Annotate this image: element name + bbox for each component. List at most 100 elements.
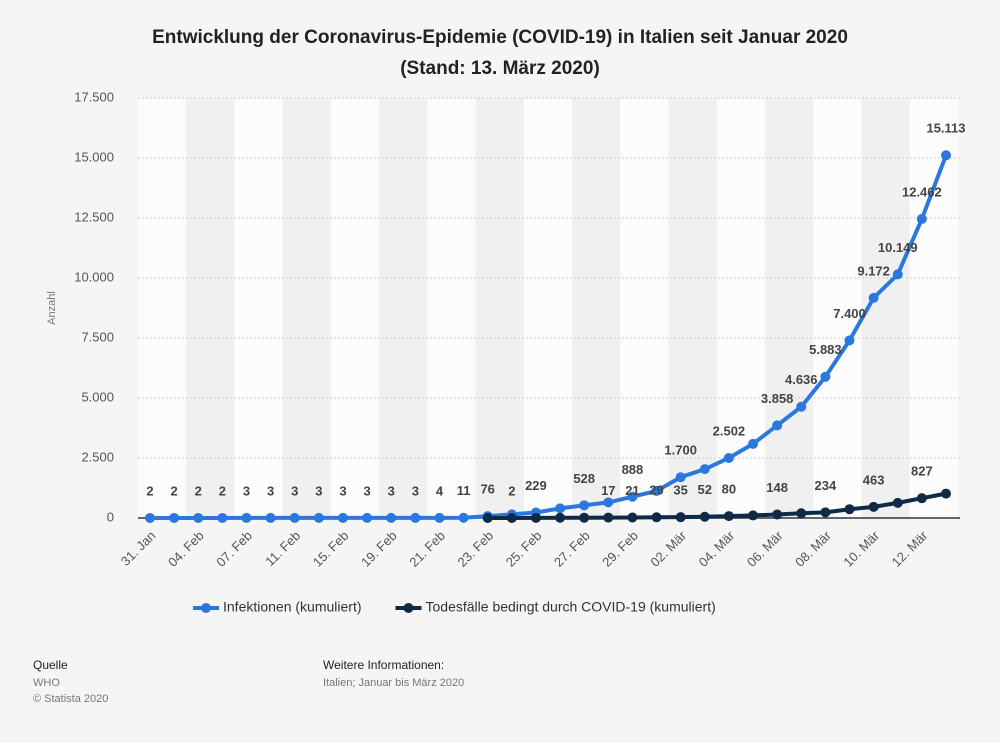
point — [772, 420, 783, 431]
point — [916, 493, 927, 504]
x-tick-label: 25. Feb — [503, 528, 545, 570]
data-label: 1.700 — [664, 443, 697, 458]
point — [362, 512, 373, 523]
data-label: 2.502 — [713, 423, 746, 438]
data-label: 4.636 — [785, 372, 818, 387]
legend-label: Infektionen (kumuliert) — [223, 599, 362, 615]
x-tick-label: 02. Mär — [647, 527, 689, 569]
point — [217, 512, 228, 523]
x-tick-label: 06. Mär — [744, 527, 786, 569]
data-label: 2 — [171, 483, 178, 498]
point — [723, 452, 734, 463]
stripe — [330, 98, 380, 518]
point — [941, 150, 951, 161]
data-label: 3 — [363, 483, 370, 498]
point — [651, 485, 662, 496]
x-tick-label: 07. Feb — [213, 528, 255, 570]
chart-subtitle: (Stand: 13. März 2020) — [400, 58, 600, 79]
stripe — [523, 98, 573, 518]
copyright: © Statista 2020 — [33, 693, 108, 705]
legend-marker — [403, 603, 414, 613]
series-line — [150, 154, 948, 520]
stripe — [813, 98, 862, 518]
x-tick-label: 04. Feb — [165, 528, 207, 570]
data-label: 21 — [625, 483, 639, 498]
data-label: 3 — [267, 483, 274, 498]
point — [579, 500, 590, 511]
data-label: 229 — [525, 478, 547, 493]
point — [892, 497, 903, 508]
data-label: 3 — [291, 483, 298, 498]
stripe — [234, 98, 283, 518]
stripe — [137, 98, 187, 518]
data-label: 80 — [722, 482, 736, 497]
plot-background — [137, 98, 959, 518]
info-label: Weitere Informationen: — [323, 658, 444, 672]
point — [603, 497, 614, 508]
y-tick-label: 5.000 — [81, 389, 114, 404]
stripe — [427, 98, 476, 518]
y-tick-label: 0 — [107, 509, 114, 524]
stripe — [620, 98, 669, 518]
point — [723, 511, 734, 522]
x-tick-label: 15. Feb — [310, 528, 352, 570]
data-label: 463 — [863, 472, 885, 487]
data-label: 10.149 — [878, 240, 918, 255]
x-tick-label: 31. Jan — [118, 528, 159, 569]
data-label: 7.400 — [833, 306, 866, 321]
point — [748, 510, 759, 521]
legend-marker — [201, 603, 211, 613]
data-label: 4 — [436, 483, 444, 498]
chart-title: Entwicklung der Coronavirus-Epidemie (CO… — [152, 27, 848, 48]
data-label: 3 — [412, 483, 419, 498]
data-label: 3 — [315, 483, 322, 498]
data-label: 2 — [219, 483, 226, 498]
data-label: 827 — [911, 464, 933, 479]
stripe — [475, 98, 524, 518]
x-tick-label: 19. Feb — [358, 528, 400, 570]
point — [265, 512, 276, 523]
x-tick-label: 27. Feb — [551, 528, 593, 570]
point — [458, 512, 469, 523]
point — [410, 512, 421, 523]
stripe — [765, 98, 814, 518]
point — [772, 509, 783, 520]
point — [603, 512, 614, 523]
point — [386, 512, 397, 523]
data-label: 9.172 — [857, 263, 890, 278]
data-label: 76 — [480, 482, 494, 497]
data-label: 11 — [457, 483, 471, 498]
info: Italien; Januar bis März 2020 — [323, 677, 464, 689]
data-label: 2 — [508, 483, 515, 498]
data-label: 3 — [388, 483, 395, 498]
x-tick-label: 23. Feb — [454, 528, 496, 570]
data-label: 2 — [195, 483, 202, 498]
point — [482, 512, 493, 523]
point — [506, 512, 517, 523]
x-tick-label: 12. Mär — [889, 527, 931, 569]
stripe — [282, 98, 331, 518]
point — [313, 512, 324, 523]
point — [796, 401, 807, 412]
point — [193, 512, 204, 523]
data-label: 12.462 — [902, 184, 942, 199]
point — [941, 488, 951, 499]
data-label: 15.113 — [926, 121, 965, 136]
point — [555, 512, 566, 523]
point — [699, 464, 710, 475]
y-tick-label: 17.500 — [74, 89, 114, 104]
x-tick-label: 21. Feb — [406, 528, 448, 570]
x-tick-label: 11. Feb — [262, 528, 303, 569]
data-label: 2 — [146, 483, 153, 498]
data-label: 17 — [601, 483, 615, 498]
point — [868, 501, 879, 512]
point — [555, 503, 566, 514]
point — [169, 512, 180, 523]
source-label: Quelle — [33, 658, 68, 672]
point — [337, 512, 348, 523]
data-label: 3 — [339, 483, 346, 498]
x-tick-label: 04. Mär — [696, 527, 738, 569]
stripe — [668, 98, 717, 518]
point — [748, 438, 759, 449]
